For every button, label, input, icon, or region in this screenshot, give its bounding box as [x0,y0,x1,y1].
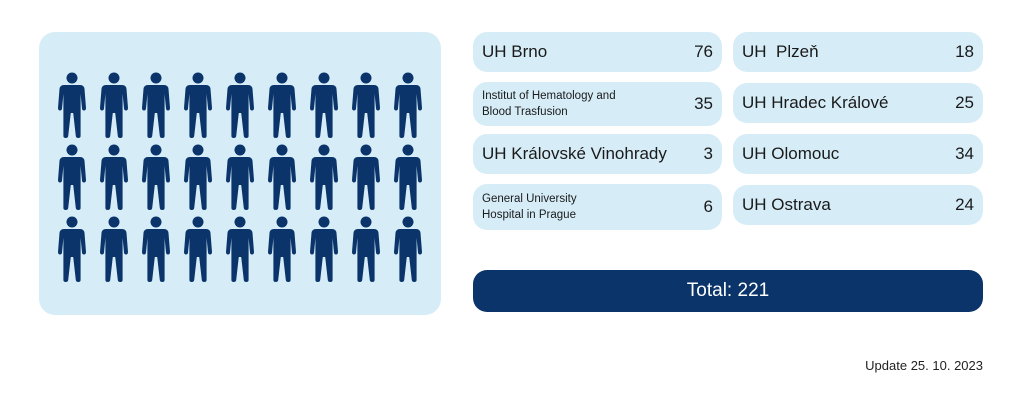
total-value: 221 [737,280,770,301]
hospital-label: UH Olomouc [742,144,840,163]
person-icon [51,144,93,216]
person-icon [177,216,219,288]
hospital-label: General University Hospital in Prague [482,193,577,221]
person-icon [135,216,177,288]
person-icon [303,72,345,144]
person-icon [345,144,387,216]
hospital-uh-brno[interactable]: UH Brno 76 [473,32,722,72]
hospital-uh-olomouc[interactable]: UH Olomouc 34 [733,134,983,174]
person-icon [219,216,261,288]
person-icon [387,72,429,144]
hospital-count: 24 [955,195,974,214]
hospital-count: 34 [955,144,974,163]
person-icon [93,216,135,288]
hospital-uh-hradec-kralove[interactable]: UH Hradec Králové 25 [733,83,983,123]
person-icon [387,216,429,288]
person-icon [345,216,387,288]
hospital-count: 76 [694,42,713,61]
hospital-uh-plzen[interactable]: UH Plzeň 18 [733,32,983,72]
total-bar: Total: 221 [473,270,983,312]
person-icon [261,144,303,216]
hospital-uh-kralovske-vinohrady[interactable]: UH Královské Vinohrady 3 [473,134,722,174]
person-icon [303,144,345,216]
person-icon [387,144,429,216]
hospital-count: 6 [703,197,713,216]
total-label: Total: [686,280,733,301]
hospital-label: Institut of Hematology and Blood Trasfus… [482,90,616,118]
person-icon [51,216,93,288]
person-icon [261,216,303,288]
hospital-general-university-prague[interactable]: General University Hospital in Prague 6 [473,184,722,230]
hospital-label: UH Ostrava [742,195,831,214]
person-icon [135,72,177,144]
hospital-count: 35 [694,94,713,113]
hospital-count: 18 [955,42,974,61]
hospital-institut-hematology[interactable]: Institut of Hematology and Blood Trasfus… [473,82,722,126]
update-date: Update 25. 10. 2023 [865,358,983,373]
person-icon [303,216,345,288]
people-grid [51,72,429,288]
person-icon [177,72,219,144]
hospital-uh-ostrava[interactable]: UH Ostrava 24 [733,185,983,225]
people-panel [39,32,441,315]
person-icon [219,144,261,216]
person-icon [51,72,93,144]
hospital-label: UH Královské Vinohrady [482,144,667,163]
person-icon [177,144,219,216]
hospital-label: UH Brno [482,42,548,61]
person-icon [135,144,177,216]
person-icon [93,144,135,216]
person-icon [219,72,261,144]
person-icon [261,72,303,144]
person-icon [93,72,135,144]
hospital-count: 3 [703,144,713,163]
hospital-count: 25 [955,93,974,112]
hospital-label: UH Plzeň [742,42,819,61]
hospital-label: UH Hradec Králové [742,93,889,112]
person-icon [345,72,387,144]
